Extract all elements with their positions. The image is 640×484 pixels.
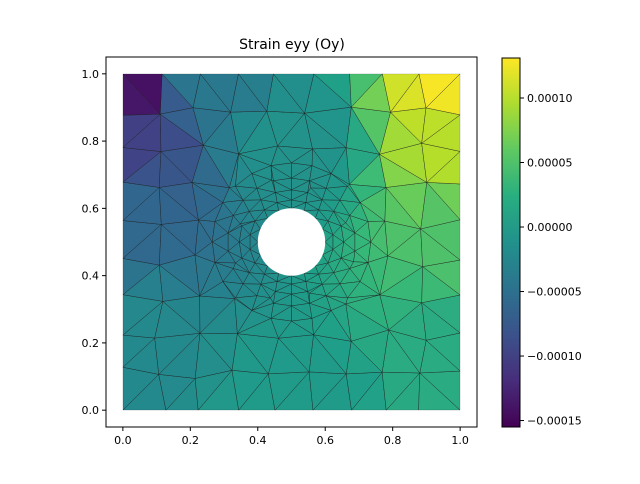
y-tick-label: 0.6 <box>82 202 100 215</box>
mesh-triangle <box>122 73 163 115</box>
mesh-triangle <box>234 173 258 189</box>
mesh-triangle <box>354 241 372 263</box>
x-tick-label: 0.2 <box>182 434 200 447</box>
y-tick-label: 0.8 <box>82 135 100 148</box>
y-tick-label: 0.4 <box>82 270 100 283</box>
y-tick-label: 0.2 <box>82 337 100 350</box>
y-tick-label: 0.0 <box>82 404 100 417</box>
hole <box>257 208 326 276</box>
mesh-triangle <box>211 221 229 243</box>
mesh-triangle <box>234 297 253 311</box>
colorbar <box>501 57 521 428</box>
mesh-triangle <box>349 202 369 222</box>
mesh-triangle <box>291 305 313 322</box>
strain-field-mesh <box>122 73 461 411</box>
mesh-triangle <box>194 241 216 263</box>
mesh-triangle <box>251 302 274 319</box>
x-tick-label: 0.0 <box>114 434 132 447</box>
colorbar-tick-label: 0.00010 <box>527 92 573 105</box>
mesh-triangle <box>251 165 272 181</box>
mesh-triangle <box>339 281 361 299</box>
mesh-triangle <box>270 318 292 339</box>
mesh-triangle <box>349 73 383 108</box>
mesh-triangle <box>309 302 332 319</box>
mesh-triangle <box>349 262 369 282</box>
colorbar-tick-label: −0.00010 <box>527 350 582 363</box>
chart-title: Strain eyy (Oy) <box>239 37 345 53</box>
mesh-triangle <box>418 73 461 109</box>
mesh-triangle <box>238 73 274 112</box>
mesh-triangle <box>199 261 224 297</box>
mesh-triangle <box>273 73 315 114</box>
mesh-triangle <box>200 73 239 113</box>
mesh-triangle <box>161 73 201 109</box>
x-tick-label: 1.0 <box>451 434 469 447</box>
mesh-triangle <box>330 173 350 187</box>
colorbar-tick-label: −0.00015 <box>527 415 582 428</box>
colorbar-ticks: 0.00010 0.00005 0.00000 −0.00005 −0.00010 −0.… <box>520 92 582 428</box>
x-axis: 0.0 0.2 0.4 0.6 0.8 1.0 <box>114 427 469 447</box>
y-axis: 0.0 0.2 0.4 0.6 0.8 1.0 <box>82 68 106 417</box>
mesh-triangle <box>270 162 292 179</box>
x-tick-label: 0.4 <box>249 434 267 447</box>
x-tick-label: 0.8 <box>384 434 402 447</box>
mesh-triangle <box>382 73 420 113</box>
colorbar-tick-label: −0.00005 <box>527 286 582 299</box>
x-tick-label: 0.6 <box>316 434 334 447</box>
colorbar-tick-label: 0.00000 <box>527 221 573 234</box>
axes-frame <box>105 56 478 428</box>
colorbar-tick-label: 0.00005 <box>527 157 573 170</box>
y-tick-label: 1.0 <box>82 68 100 81</box>
